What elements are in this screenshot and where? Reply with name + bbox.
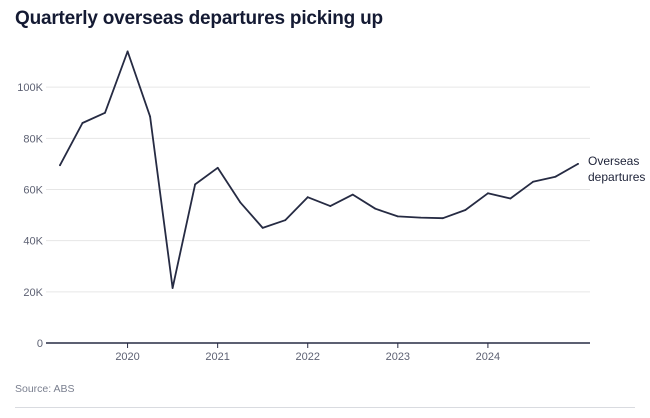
series bbox=[59, 50, 579, 289]
data-point bbox=[442, 217, 444, 220]
y-tick-label: 0 bbox=[37, 338, 43, 350]
data-point bbox=[149, 115, 152, 118]
source-note: Source: ABS bbox=[15, 383, 75, 395]
data-point bbox=[487, 192, 489, 195]
gridlines bbox=[46, 86, 590, 293]
x-tick-label: 2022 bbox=[295, 351, 319, 363]
series-line-overseas-departures bbox=[59, 50, 579, 289]
data-point bbox=[374, 207, 377, 210]
data-point bbox=[171, 287, 174, 289]
data-point bbox=[306, 196, 309, 199]
x-tick-label: 2023 bbox=[386, 351, 410, 363]
data-point bbox=[396, 215, 399, 218]
data-point bbox=[577, 163, 579, 165]
y-tick-label: 20K bbox=[23, 287, 43, 299]
data-point bbox=[59, 164, 61, 167]
data-point bbox=[194, 183, 197, 186]
x-tick-label: 2020 bbox=[115, 351, 139, 363]
data-point bbox=[554, 175, 557, 178]
data-point bbox=[351, 193, 354, 196]
footer-divider bbox=[15, 407, 635, 408]
data-point bbox=[532, 180, 534, 183]
y-axis-ticks: 0 20K 40K 60K 80K 100K bbox=[17, 82, 43, 350]
data-point bbox=[284, 219, 287, 222]
data-point bbox=[81, 122, 84, 124]
data-point bbox=[464, 209, 467, 211]
chart-title: Quarterly overseas departures picking up bbox=[15, 8, 383, 29]
x-axis-ticks: 2020 2021 2022 2023 2024 bbox=[115, 343, 500, 363]
series-labels: Overseas departures bbox=[588, 154, 645, 184]
y-tick-label: 60K bbox=[23, 185, 43, 197]
data-point bbox=[329, 205, 332, 208]
series-label: departures bbox=[588, 170, 645, 184]
series-label: Overseas bbox=[588, 154, 639, 168]
y-tick-label: 40K bbox=[23, 236, 43, 248]
data-point bbox=[509, 197, 512, 200]
data-point bbox=[216, 166, 219, 169]
data-point bbox=[239, 201, 242, 204]
x-tick-label: 2021 bbox=[205, 351, 229, 363]
data-point bbox=[261, 227, 264, 229]
data-point bbox=[104, 111, 106, 114]
y-tick-label: 80K bbox=[23, 133, 43, 145]
y-tick-label: 100K bbox=[17, 82, 43, 94]
data-point bbox=[126, 50, 129, 53]
x-tick-label: 2024 bbox=[476, 351, 500, 363]
data-point bbox=[419, 216, 422, 219]
